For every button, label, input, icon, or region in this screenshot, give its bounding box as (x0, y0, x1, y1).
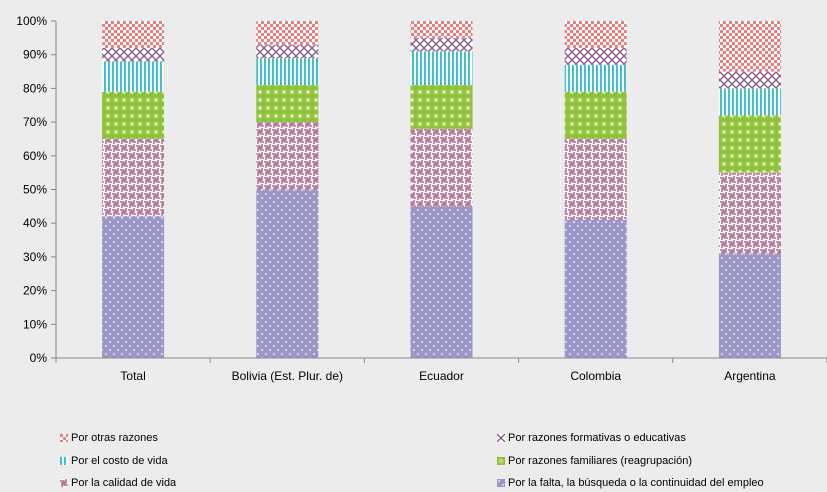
bar-segment (102, 91, 165, 139)
legend-label: Por otras razones (71, 432, 158, 444)
legend-swatch (60, 457, 68, 465)
bar-segment (102, 47, 165, 62)
legend-label: Por razones formativas o educativas (508, 432, 686, 444)
bar-segment (718, 253, 781, 358)
x-tick-label: Ecuador (419, 369, 464, 383)
y-tick-label: 90% (23, 48, 47, 62)
bar-segment (718, 71, 781, 89)
bar-segment (256, 44, 319, 59)
bar-segment (256, 85, 319, 123)
bar-segment (102, 216, 165, 358)
bar-segment (564, 91, 627, 139)
bar-segment (410, 21, 473, 38)
legend: Por otras razones Por razones formativas… (0, 425, 827, 492)
y-tick-label: 30% (23, 250, 47, 264)
y-tick-label: 10% (23, 317, 47, 331)
stacked-bar-chart: 0% 10% 20% 30% 40% 50% 60% 70% 80% 90% 100% Total B… (16, 14, 827, 383)
bar-segment (564, 21, 627, 48)
bar-segment (102, 61, 165, 92)
legend-swatch (497, 457, 505, 465)
bar-segment (102, 21, 165, 48)
legend-item-empleo: Por la falta, la búsqueda o la continuid… (497, 477, 764, 489)
x-tick-label: Colombia (570, 369, 621, 383)
legend-swatch (60, 434, 68, 442)
bar-segment (410, 85, 473, 129)
y-axis-tick-labels: 0% 10% 20% 30% 40% 50% 60% 70% 80% 90% 100% (16, 14, 47, 365)
x-tick-label: Total (120, 369, 145, 383)
legend-item-calidad: Por la calidad de vida (60, 477, 176, 489)
bar-segment (102, 138, 165, 217)
bar-segment (410, 206, 473, 358)
legend-swatch (60, 479, 68, 487)
y-tick-label: 40% (23, 216, 47, 230)
y-tick-label: 70% (23, 115, 47, 129)
y-tick-label: 60% (23, 149, 47, 163)
bar-segment (564, 138, 627, 220)
legend-label: Por la calidad de vida (71, 477, 177, 489)
bar-segment (564, 47, 627, 65)
legend-item-familiares: Por razones familiares (reagrupación) (497, 455, 692, 467)
bar-segment (256, 189, 319, 358)
y-tick-label: 50% (23, 183, 47, 197)
legend-label: Por la falta, la búsqueda o la continuid… (508, 477, 764, 489)
bars-group (102, 21, 781, 358)
bar-segment (410, 51, 473, 86)
y-tick-label: 80% (23, 81, 47, 95)
legend-swatch (497, 479, 505, 487)
bar-segment (718, 88, 781, 116)
bar-segment (256, 58, 319, 86)
y-tick-label: 20% (23, 284, 47, 298)
legend-item-costo: Por el costo de vida (60, 455, 168, 467)
x-tick-label: Bolivia (Est. Plur. de) (232, 369, 343, 383)
bar-segment (410, 128, 473, 207)
legend-item-formativas: Por razones formativas o educativas (497, 432, 686, 444)
bar-segment (718, 115, 781, 173)
y-tick-label: 100% (16, 14, 47, 28)
legend-label: Por razones familiares (reagrupación) (508, 455, 693, 467)
bar-segment (718, 21, 781, 72)
bar-segment (564, 219, 627, 358)
bar-segment (410, 37, 473, 52)
legend-swatch (497, 434, 505, 442)
legend-label: Por el costo de vida (71, 455, 168, 467)
bar-segment (718, 172, 781, 254)
x-tick-label: Argentina (724, 369, 776, 383)
y-tick-label: 0% (30, 351, 48, 365)
x-axis-tick-labels: Total Bolivia (Est. Plur. de) Ecuador Colom… (120, 369, 775, 383)
legend-item-otras: Por otras razones (60, 432, 158, 444)
bar-segment (256, 21, 319, 45)
bar-segment (564, 64, 627, 92)
axis-ticks (51, 20, 827, 363)
bar-segment (256, 122, 319, 190)
